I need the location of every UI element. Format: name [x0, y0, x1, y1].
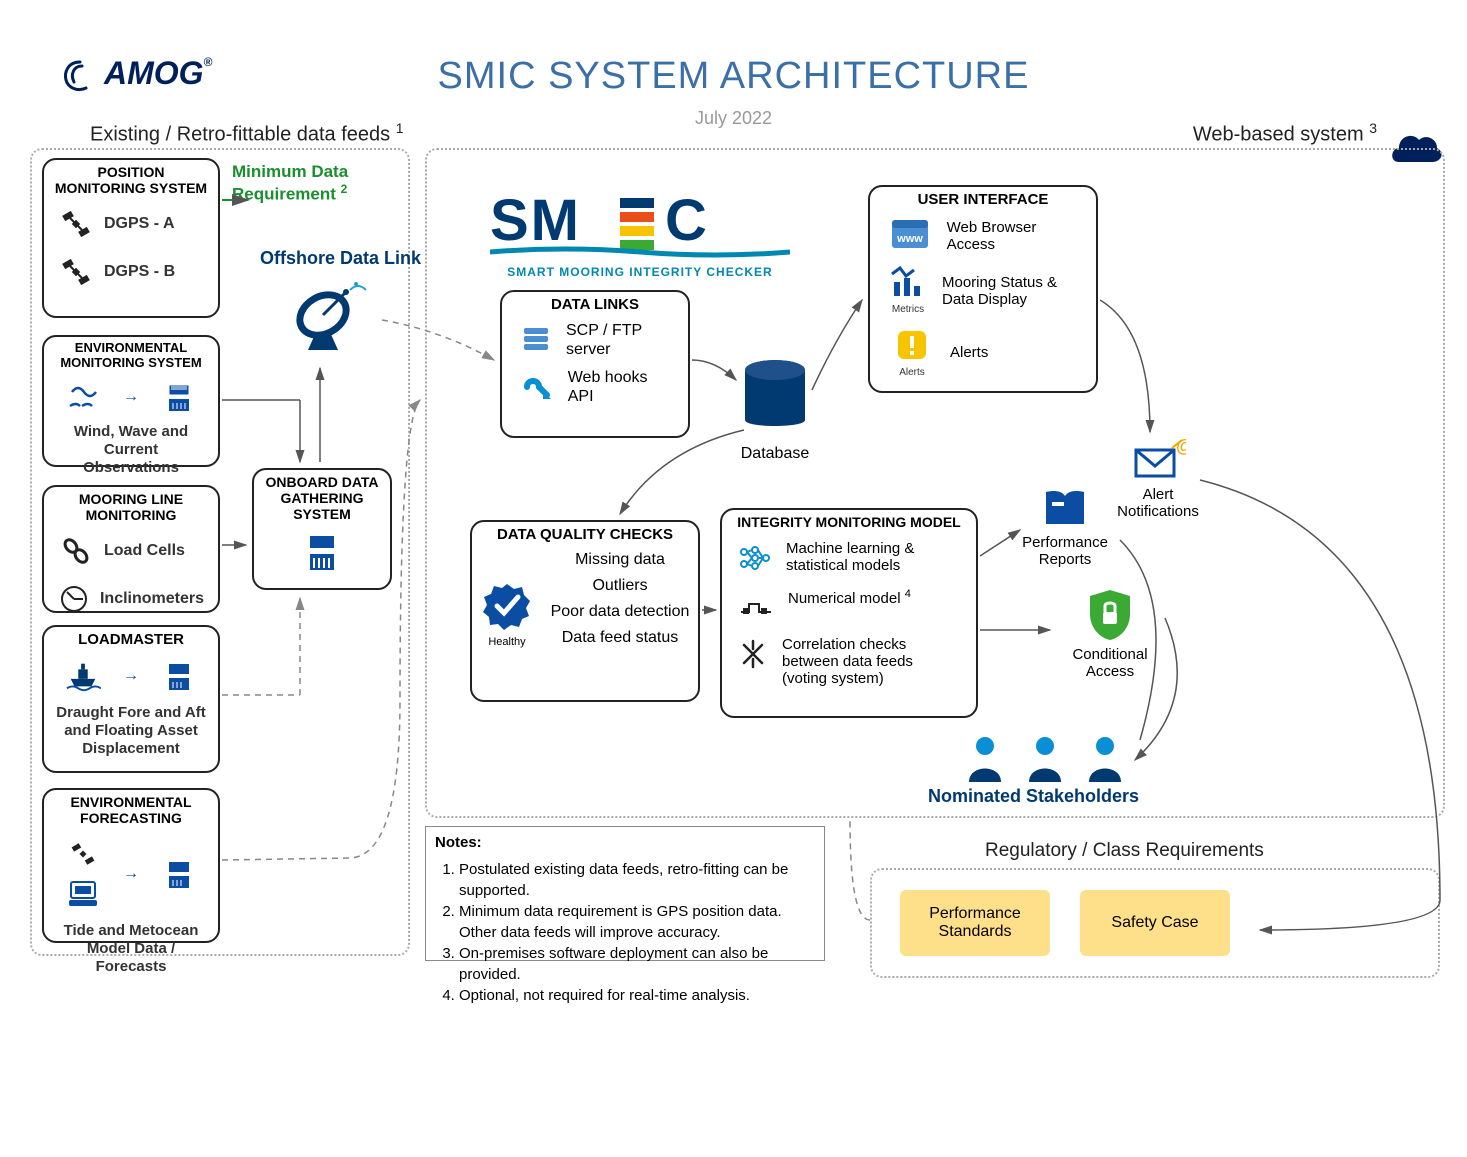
mline-box: MOORING LINE MONITORING Load Cells Incli…	[42, 485, 220, 613]
note-3: On-premises software deployment can also…	[459, 943, 815, 985]
mline-title: MOORING LINE MONITORING	[44, 487, 218, 527]
svg-text:www: www	[896, 233, 923, 245]
env-mon-box: ENVIRONMENTAL MONITORING SYSTEM → Wind, …	[42, 335, 220, 467]
min-data-label: Minimum Data Requirement 2	[232, 162, 348, 205]
svg-text:SM: SM	[490, 190, 581, 253]
metrics-icon	[888, 266, 928, 300]
logo-reg: ®	[204, 55, 213, 69]
left-section-label: Existing / Retro-fittable data feeds 1	[90, 120, 404, 147]
dl-item-2: Web hooks API	[568, 368, 670, 406]
ui-row-2: Mooring Status & Data Display	[942, 274, 1078, 308]
satellite-icon-a	[58, 206, 94, 242]
notes-title: Notes:	[435, 834, 815, 851]
env-mon-caption: Wind, Wave and Current Observations	[44, 419, 218, 481]
logo-text: AMOG	[104, 55, 204, 91]
load-cells-label: Load Cells	[104, 542, 185, 560]
imm-title: INTEGRITY MONITORING MODEL	[722, 510, 976, 534]
note-1: Postulated existing data feeds, retro-fi…	[459, 859, 815, 901]
ui-box: USER INTERFACE www Web Browser Access Me…	[868, 185, 1098, 393]
alert-mail-icon: @	[1130, 438, 1186, 482]
dl-item-1: SCP / FTP server	[566, 321, 670, 359]
report-icon	[1040, 486, 1090, 530]
dgps-b-label: DGPS - B	[104, 263, 175, 281]
page-title: SMIC SYSTEM ARCHITECTURE	[438, 55, 1030, 98]
regulatory-label: Regulatory / Class Requirements	[985, 840, 1264, 862]
data-links-title: DATA LINKS	[502, 292, 688, 317]
forecast-caption: Tide and Metocean Model Data / Forecasts	[44, 918, 218, 980]
server-icon-1	[161, 379, 197, 415]
pos-mon-box: POSITION MONITORING SYSTEM DGPS - A DGPS…	[42, 158, 220, 318]
svg-text:C: C	[665, 190, 707, 253]
server-icon-2	[161, 658, 197, 694]
check-badge-icon	[482, 581, 532, 631]
alert-notif: @ Alert Notifications	[1108, 438, 1208, 520]
alert-icon	[894, 327, 930, 363]
arrow-icon-3: →	[123, 865, 139, 883]
perf-standards-box: Performance Standards	[900, 890, 1050, 956]
safety-case-box: Safety Case	[1080, 890, 1230, 956]
stakeholders-icons	[955, 734, 1135, 789]
satellite-icon-c	[65, 836, 101, 872]
shield-lock-icon	[1085, 588, 1135, 642]
imm-item-2: Numerical model 4	[788, 588, 911, 607]
forecast-title: ENVIRONMENTAL FORECASTING	[44, 790, 218, 830]
numeric-model-icon	[738, 588, 774, 624]
browser-icon: www	[890, 218, 930, 250]
data-links-box: DATA LINKS SCP / FTP server Web hooks AP…	[500, 290, 690, 438]
satellite-dish-icon	[288, 270, 378, 360]
angle-icon	[58, 581, 90, 617]
server-icon-3	[161, 856, 197, 892]
imm-item-3: Correlation checks between data feeds (v…	[782, 636, 960, 687]
computer-icon	[65, 876, 101, 912]
note-4: Optional, not required for real-time ana…	[459, 985, 815, 1006]
inclino-label: Inclinometers	[100, 590, 204, 608]
webhook-icon	[520, 369, 554, 405]
healthy-label: Healthy	[472, 636, 542, 648]
stakeholders-label: Nominated Stakeholders	[928, 786, 1139, 807]
ml-icon	[738, 540, 772, 576]
smic-logo: SM C SMART MOORING INTEGRITY CHECKER	[475, 190, 805, 279]
page-subtitle: July 2022	[695, 108, 772, 129]
correlate-icon	[738, 636, 768, 672]
onboard-title: ONBOARD DATA GATHERING SYSTEM	[254, 470, 390, 526]
server-stack-icon	[520, 322, 552, 358]
dgps-a-label: DGPS - A	[104, 215, 175, 233]
pos-mon-title: POSITION MONITORING SYSTEM	[44, 160, 218, 200]
loadmaster-caption: Draught Fore and Aft and Floating Asset …	[44, 700, 218, 762]
forecast-box: ENVIRONMENTAL FORECASTING → Tide and Met…	[42, 788, 220, 943]
dq-item-2: Outliers	[542, 573, 698, 599]
amog-swirl-icon	[60, 58, 100, 94]
ui-row-1: Web Browser Access	[947, 219, 1078, 253]
cond-access: Conditional Access	[1055, 588, 1165, 680]
note-2: Minimum data requirement is GPS position…	[459, 901, 815, 943]
imm-item-1: Machine learning & statistical models	[786, 540, 960, 574]
notes-section: Notes: Postulated existing data feeds, r…	[435, 834, 815, 1006]
onboard-box: ONBOARD DATA GATHERING SYSTEM	[252, 468, 392, 590]
ui-title: USER INTERFACE	[870, 187, 1096, 212]
database-label: Database	[740, 445, 810, 463]
dqc-box: DATA QUALITY CHECKS Healthy Missing data…	[470, 520, 700, 702]
loadmaster-title: LOADMASTER	[44, 627, 218, 652]
dq-item-4: Data feed status	[542, 625, 698, 651]
imm-box: INTEGRITY MONITORING MODEL Machine learn…	[720, 508, 978, 718]
dqc-title: DATA QUALITY CHECKS	[472, 522, 698, 547]
dq-item-1: Missing data	[542, 547, 698, 573]
right-section-label: Web-based system 3	[1193, 120, 1377, 147]
env-mon-title: ENVIRONMENTAL MONITORING SYSTEM	[44, 337, 218, 375]
offshore-label: Offshore Data Link	[260, 248, 421, 269]
perf-reports: Performance Reports	[1010, 486, 1120, 568]
smic-tagline: SMART MOORING INTEGRITY CHECKER	[475, 265, 805, 279]
ship-icon	[65, 658, 101, 694]
wave-icon	[65, 379, 101, 415]
amog-logo: AMOG®	[60, 55, 212, 94]
database-icon: Database	[740, 358, 810, 463]
arrow-icon-2: →	[123, 667, 139, 685]
satellite-icon-b	[58, 254, 94, 290]
arrow-icon: →	[123, 388, 139, 406]
server-icon-4	[300, 530, 344, 574]
loadmaster-box: LOADMASTER → Draught Fore and Aft and Fl…	[42, 625, 220, 773]
dq-item-3: Poor data detection	[542, 599, 698, 625]
ui-row-3: Alerts	[950, 344, 988, 361]
chain-icon	[58, 533, 94, 569]
